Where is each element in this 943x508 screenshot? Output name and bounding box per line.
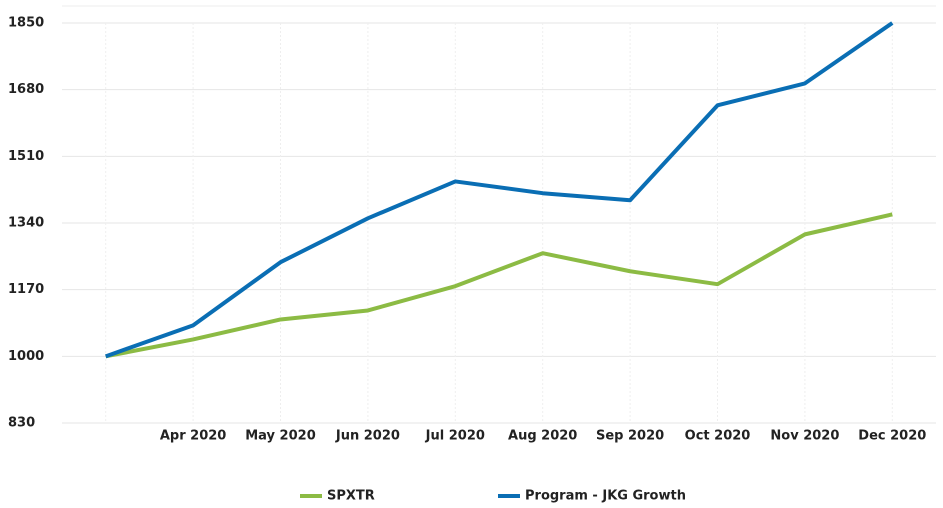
x-tick-label: Jun 2020 xyxy=(335,429,400,444)
y-tick-label: 1170 xyxy=(8,282,44,297)
line-series xyxy=(105,212,893,359)
x-tick-label: Nov 2020 xyxy=(770,429,839,444)
x-tick-label: Aug 2020 xyxy=(508,429,577,444)
y-tick-label: 1680 xyxy=(8,82,44,97)
y-tick-label: 1000 xyxy=(8,349,44,364)
x-tick-label: May 2020 xyxy=(245,429,316,444)
y-tick-label: 1510 xyxy=(8,149,44,164)
x-tick-label: Oct 2020 xyxy=(685,429,751,444)
y-tick-label: 1340 xyxy=(8,216,44,231)
y-tick-label: 1850 xyxy=(8,16,44,31)
x-tick-label: Apr 2020 xyxy=(160,429,227,444)
x-tick-label: Dec 2020 xyxy=(858,429,926,444)
legend-label: SPXTR xyxy=(327,489,375,504)
x-tick-label: Sep 2020 xyxy=(596,429,664,444)
y-tick-label: 830 xyxy=(8,416,35,431)
line-series xyxy=(105,21,894,359)
x-tick-label: Jul 2020 xyxy=(425,429,485,444)
legend-label: Program - JKG Growth xyxy=(525,489,686,504)
